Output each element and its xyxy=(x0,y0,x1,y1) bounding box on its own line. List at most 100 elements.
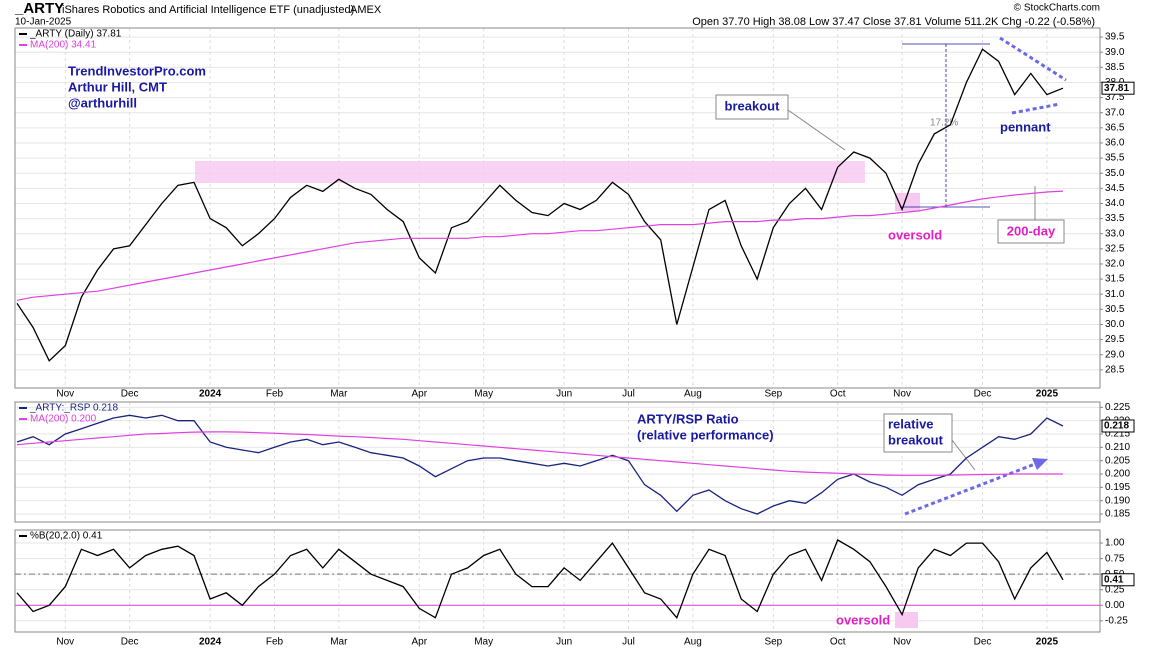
y-tick-label: 0.190 xyxy=(1105,495,1130,506)
x-tick-label: Nov xyxy=(56,637,74,648)
x-tick-label: Aug xyxy=(684,389,702,400)
callout-box xyxy=(883,413,953,453)
last-value-box xyxy=(1101,419,1135,433)
y-tick-label: 0.185 xyxy=(1105,509,1130,520)
panel-frame xyxy=(14,529,1101,633)
y-tick-label: 30.0 xyxy=(1105,319,1125,330)
y-tick-label: 29.0 xyxy=(1105,349,1125,360)
x-tick-label: Jun xyxy=(556,389,572,400)
trend-arrow xyxy=(904,462,1036,516)
y-tick-label: 30.5 xyxy=(1105,304,1125,315)
series-line xyxy=(16,190,1064,301)
x-tick-label: 2024 xyxy=(199,637,222,648)
annotation: oversold xyxy=(836,612,890,627)
annotation: pennant xyxy=(1000,119,1051,134)
annotation: oversold xyxy=(888,227,942,242)
x-tick-label: Sep xyxy=(764,389,782,400)
x-tick-label: Jun xyxy=(556,637,572,648)
x-tick-label: Oct xyxy=(830,389,846,400)
y-tick-label: 37.0 xyxy=(1105,107,1125,118)
annotation: 200-day xyxy=(1007,223,1056,238)
x-tick-label: Aug xyxy=(684,637,702,648)
y-tick-label: 34.5 xyxy=(1105,183,1125,194)
y-tick-label: 0.200 xyxy=(1105,469,1130,480)
callout-line xyxy=(787,109,846,151)
x-tick-label: Feb xyxy=(266,637,284,648)
y-tick-label: 0.225 xyxy=(1105,402,1130,413)
last-value-label: 0.41 xyxy=(1104,574,1124,585)
x-tick-label: Mar xyxy=(330,637,348,648)
y-tick-label: 31.0 xyxy=(1105,289,1125,300)
legend-label: %B(20,2.0) 0.41 xyxy=(30,531,103,542)
panel-frame xyxy=(14,401,1101,523)
legend-label: _ARTY:_RSP 0.218 xyxy=(29,403,118,414)
y-tick-label: 0.205 xyxy=(1105,455,1130,466)
author-name: Arthur Hill, CMT xyxy=(68,79,167,94)
y-tick-label: 33.0 xyxy=(1105,228,1125,239)
y-tick-label: 0.210 xyxy=(1105,442,1130,453)
series-line xyxy=(16,414,1064,515)
x-tick-label: May xyxy=(474,637,493,648)
y-tick-label: 36.0 xyxy=(1105,138,1125,149)
y-tick-label: 0.25 xyxy=(1105,584,1125,595)
annotation: 17.2% xyxy=(930,118,958,129)
last-value-box xyxy=(1101,573,1135,587)
x-tick-label: Feb xyxy=(266,389,284,400)
x-tick-label: 2025 xyxy=(1036,389,1059,400)
x-tick-label: Nov xyxy=(56,389,74,400)
x-tick-label: May xyxy=(474,389,493,400)
x-tick-label: 2025 xyxy=(1036,637,1059,648)
last-value-box xyxy=(1101,81,1135,95)
y-tick-label: -0.25 xyxy=(1105,615,1128,626)
pennant-line xyxy=(1011,102,1061,115)
quote: Open 37.70 High 38.08 Low 37.47 Close 37… xyxy=(692,16,1095,28)
last-value-label: 0.218 xyxy=(1104,421,1129,432)
y-tick-label: 0.195 xyxy=(1105,482,1130,493)
y-tick-label: 35.0 xyxy=(1105,168,1125,179)
callout-box xyxy=(715,94,789,120)
oversold-zone xyxy=(895,612,918,628)
y-tick-label: 0.75 xyxy=(1105,553,1125,564)
x-tick-label: 2024 xyxy=(199,389,222,400)
author-handle: @arthurhill xyxy=(68,95,137,110)
y-tick-label: 38.5 xyxy=(1105,62,1125,73)
y-tick-label: 32.0 xyxy=(1105,259,1125,270)
x-tick-label: Sep xyxy=(764,637,782,648)
y-tick-label: 1.00 xyxy=(1105,538,1125,549)
x-tick-label: Apr xyxy=(412,389,428,400)
author-site: TrendInvestorPro.com xyxy=(68,63,206,78)
series-line xyxy=(16,539,1064,619)
x-tick-label: Jul xyxy=(622,389,635,400)
x-tick-label: Oct xyxy=(830,637,846,648)
y-tick-label: 36.5 xyxy=(1105,122,1125,133)
date: 10-Jan-2025 xyxy=(15,17,72,28)
y-tick-label: 33.5 xyxy=(1105,213,1125,224)
x-tick-label: Dec xyxy=(121,637,139,648)
y-tick-label: 28.5 xyxy=(1105,364,1125,375)
x-tick-label: Apr xyxy=(412,637,428,648)
y-tick-label: 0.00 xyxy=(1105,600,1125,611)
x-tick-label: Dec xyxy=(974,637,992,648)
y-tick-label: 39.0 xyxy=(1105,47,1125,58)
annotation: relative xyxy=(888,416,934,431)
y-tick-label: 39.5 xyxy=(1105,32,1125,43)
exchange: AMEX xyxy=(350,4,382,16)
symbol: _ARTY xyxy=(14,0,64,17)
annotation: breakout xyxy=(725,98,781,113)
annotation: (relative performance) xyxy=(637,427,774,442)
legend-label: MA(200) 34.41 xyxy=(30,40,97,51)
x-tick-label: Nov xyxy=(893,389,911,400)
last-value-label: 37.81 xyxy=(1104,83,1129,94)
y-tick-label: 34.0 xyxy=(1105,198,1125,209)
x-tick-label: Jul xyxy=(622,637,635,648)
annotation: breakout xyxy=(888,432,944,447)
legend-label: MA(200) 0.200 xyxy=(30,414,97,425)
description: iShares Robotics and Artificial Intellig… xyxy=(62,4,354,16)
y-tick-label: 37.5 xyxy=(1105,92,1125,103)
y-tick-label: 31.5 xyxy=(1105,274,1125,285)
series-line xyxy=(16,431,1063,476)
y-tick-label: 32.5 xyxy=(1105,243,1125,254)
x-tick-label: Dec xyxy=(974,389,992,400)
